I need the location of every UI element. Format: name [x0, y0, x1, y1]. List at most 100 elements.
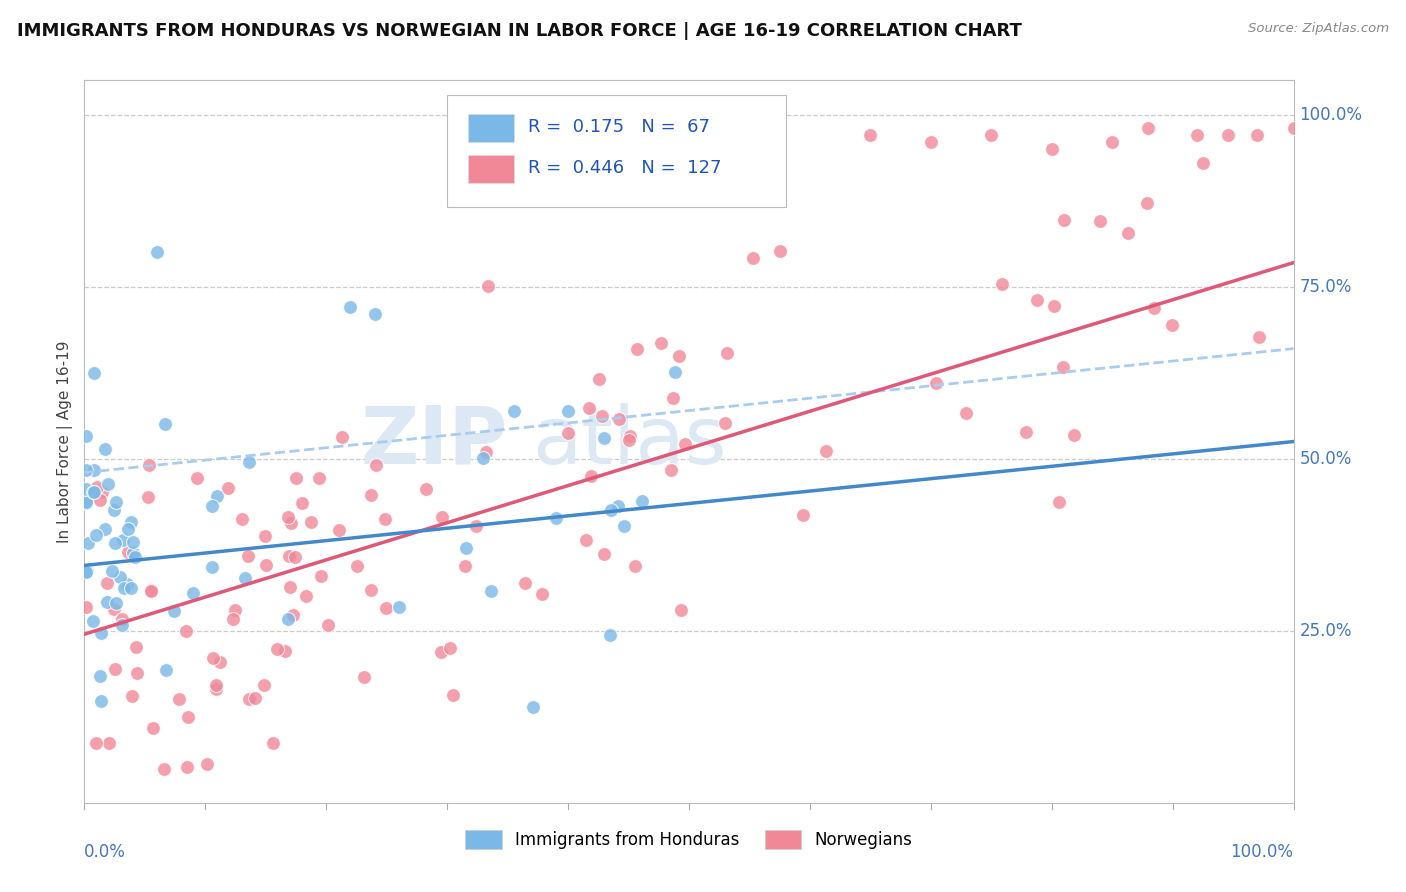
Point [599, 503, 621, 517]
Point [253, 529, 276, 543]
Point [103, 502, 125, 516]
Point [1053, 213, 1076, 227]
Point [546, 511, 568, 525]
Point [90, 625, 112, 640]
Point [1090, 214, 1112, 228]
Point [224, 603, 246, 617]
Point [125, 640, 148, 654]
Point [769, 244, 792, 258]
Point [75, 495, 97, 509]
Point [360, 488, 382, 502]
Point [181, 586, 204, 600]
Point [980, 128, 1002, 143]
Point [105, 494, 128, 508]
Point [1025, 293, 1047, 307]
Point [174, 624, 197, 639]
Point [89, 669, 111, 683]
Point [75, 495, 97, 509]
Point [308, 470, 330, 484]
Point [630, 493, 652, 508]
Legend: Immigrants from Honduras, Norwegians: Immigrants from Honduras, Norwegians [458, 823, 920, 856]
Point [388, 600, 411, 615]
Point [104, 535, 127, 549]
Point [661, 463, 683, 477]
Point [209, 656, 232, 670]
Point [90, 694, 112, 708]
Point [91, 485, 114, 500]
FancyBboxPatch shape [447, 95, 786, 207]
Point [366, 458, 388, 472]
Point [591, 409, 613, 424]
Point [624, 559, 647, 574]
Point [105, 596, 128, 610]
Point [84, 528, 107, 542]
Point [742, 252, 765, 266]
Point [481, 584, 503, 599]
Point [75, 482, 97, 496]
Point [266, 642, 288, 657]
Point [153, 417, 176, 432]
Point [217, 481, 239, 495]
Point [374, 512, 396, 526]
Point [238, 455, 260, 469]
Text: atlas: atlas [531, 402, 725, 481]
Point [122, 546, 145, 560]
Point [117, 545, 139, 559]
Point [522, 700, 544, 714]
Point [177, 710, 200, 724]
Point [1040, 142, 1063, 156]
Point [1247, 330, 1270, 344]
Point [94, 522, 117, 536]
Point [252, 678, 274, 692]
Point [299, 515, 322, 529]
FancyBboxPatch shape [468, 155, 513, 183]
Point [502, 404, 524, 418]
Point [472, 451, 495, 466]
Point [291, 495, 314, 509]
Point [82, 484, 104, 499]
Point [83, 367, 105, 381]
Point [262, 736, 284, 750]
Point [84, 736, 107, 750]
Point [1015, 425, 1038, 439]
Point [83, 463, 105, 477]
Point [1047, 495, 1070, 509]
Point [430, 645, 453, 659]
Point [613, 519, 636, 533]
Point [82, 614, 104, 628]
Point [474, 444, 496, 458]
Point [1043, 299, 1066, 313]
Point [792, 508, 814, 523]
Point [152, 762, 174, 776]
Point [1116, 226, 1139, 240]
Point [346, 559, 368, 574]
Point [859, 128, 882, 143]
Point [363, 307, 385, 321]
Point [432, 510, 454, 524]
Point [89, 492, 111, 507]
Point [207, 489, 229, 503]
Point [1063, 428, 1085, 442]
Point [531, 587, 554, 601]
Point [97, 477, 120, 491]
Point [231, 512, 253, 526]
Point [176, 760, 198, 774]
Point [991, 277, 1014, 291]
Point [477, 278, 499, 293]
FancyBboxPatch shape [468, 114, 513, 142]
Point [77, 535, 100, 549]
Point [111, 618, 134, 632]
Point [141, 583, 163, 598]
Point [650, 335, 672, 350]
Point [575, 533, 598, 547]
Point [238, 691, 260, 706]
Text: R =  0.175   N =  67: R = 0.175 N = 67 [529, 118, 710, 136]
Text: 100.0%: 100.0% [1299, 105, 1362, 124]
Point [328, 523, 350, 537]
Point [599, 628, 621, 642]
Text: 75.0%: 75.0% [1299, 277, 1353, 296]
Point [360, 582, 382, 597]
Point [75, 566, 97, 580]
Point [626, 342, 648, 356]
Point [593, 547, 616, 561]
